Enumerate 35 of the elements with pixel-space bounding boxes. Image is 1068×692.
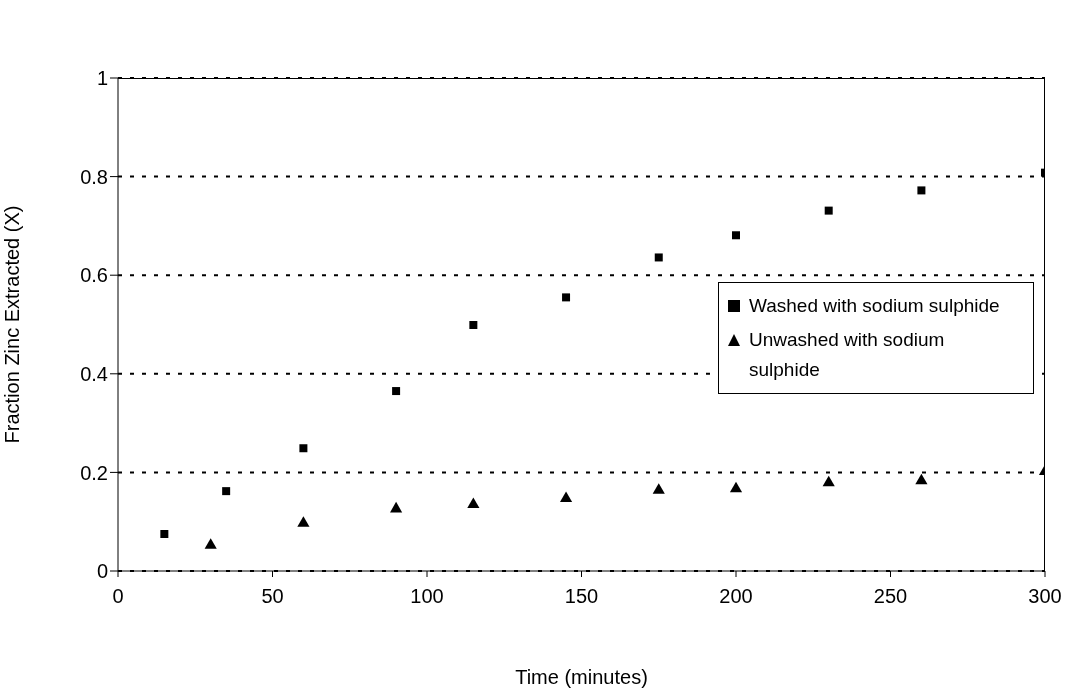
point <box>297 516 310 527</box>
point <box>917 186 926 195</box>
y-axis-title: Fraction Zinc Extracted (X) <box>1 205 24 444</box>
point <box>732 231 740 240</box>
x-tick-label: 200 <box>719 585 753 608</box>
point <box>652 483 665 494</box>
x-axis-title: Time (minutes) <box>515 666 648 688</box>
point <box>390 501 403 513</box>
point <box>467 497 480 508</box>
point <box>654 253 663 262</box>
x-tick-label: 250 <box>873 585 908 608</box>
point <box>559 491 573 503</box>
y-tick-label: 0.8 <box>80 165 108 188</box>
point <box>204 538 217 549</box>
point <box>562 293 571 302</box>
point <box>915 473 928 485</box>
point <box>824 206 833 215</box>
point <box>392 387 401 396</box>
point <box>469 320 478 329</box>
legend-label: Unwashed with sodium sulphide <box>749 328 946 382</box>
legend-label: Washed with sodium sulphide <box>749 294 1001 318</box>
y-tick-label: 0.4 <box>80 362 108 385</box>
point <box>729 481 743 493</box>
y-tick-label: 0.6 <box>80 264 108 287</box>
y-tick-label: 0.2 <box>80 461 108 484</box>
point <box>299 444 308 453</box>
x-tick-label: 150 <box>564 585 599 608</box>
y-tick-label: 0 <box>96 560 108 583</box>
point <box>822 475 835 487</box>
x-tick-label: 0 <box>112 585 124 608</box>
x-tick-label: 300 <box>1028 585 1062 608</box>
x-tick-label: 100 <box>410 585 444 608</box>
x-tick-label: 50 <box>261 585 284 608</box>
y-tick-label: 1 <box>96 67 108 90</box>
point <box>222 487 231 496</box>
